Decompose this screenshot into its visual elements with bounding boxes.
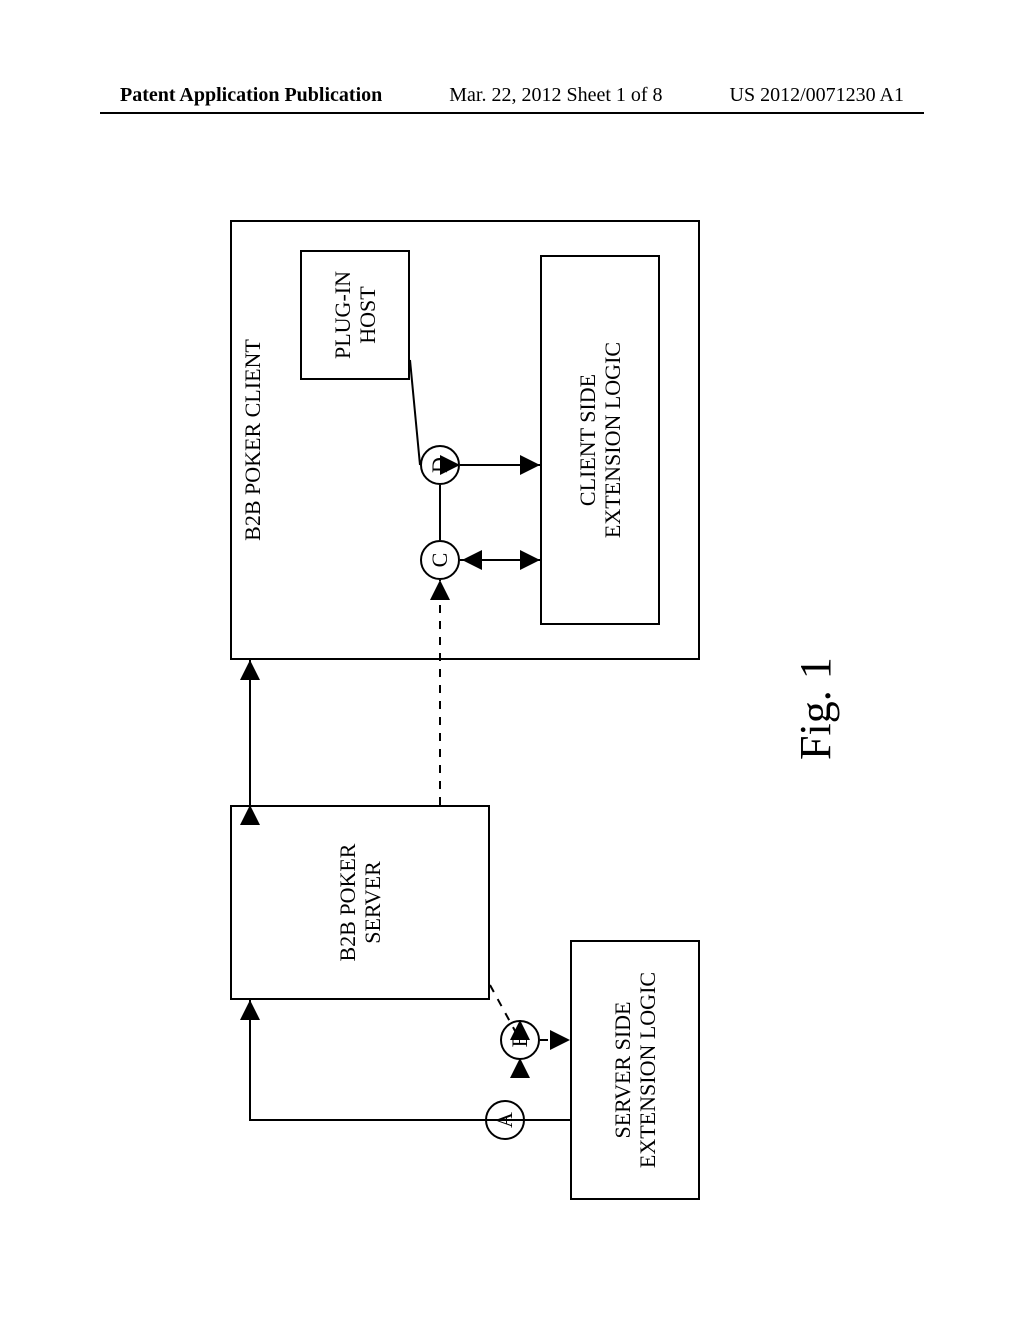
docnum: US 2012/0071230 A1 xyxy=(730,84,904,107)
connectors xyxy=(100,160,920,1220)
figure-stage: SERVER SIDE EXTENSION LOGIC B2B POKER SE… xyxy=(100,160,920,1220)
header-rule xyxy=(100,112,924,114)
sheet-label: Mar. 22, 2012 Sheet 1 of 8 xyxy=(449,84,662,107)
figure-canvas: SERVER SIDE EXTENSION LOGIC B2B POKER SE… xyxy=(100,160,920,1220)
pub-label: Patent Application Publication xyxy=(120,84,382,107)
